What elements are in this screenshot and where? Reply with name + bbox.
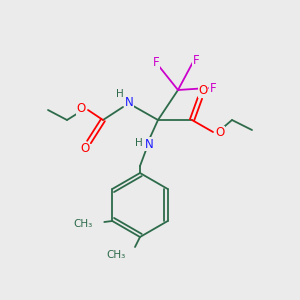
Text: O: O <box>80 142 90 155</box>
Text: F: F <box>153 56 159 70</box>
Text: O: O <box>215 127 225 140</box>
Text: H: H <box>116 89 124 99</box>
Text: F: F <box>210 82 216 94</box>
Text: O: O <box>76 103 85 116</box>
Text: H: H <box>135 138 143 148</box>
Text: CH₃: CH₃ <box>107 250 126 260</box>
Text: F: F <box>193 53 199 67</box>
Text: O: O <box>198 85 208 98</box>
Text: N: N <box>124 95 134 109</box>
Text: CH₃: CH₃ <box>73 219 92 229</box>
Text: N: N <box>145 137 153 151</box>
